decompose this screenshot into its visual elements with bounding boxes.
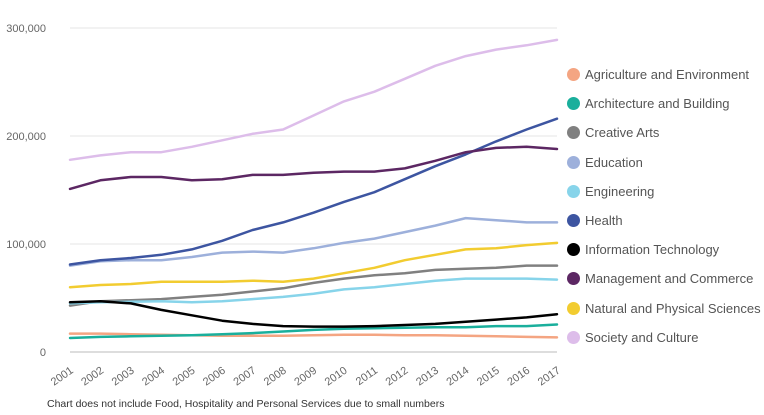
legend-swatch: [567, 184, 580, 198]
legend-label: Architecture and Building: [585, 96, 730, 112]
x-tick-label: 2007: [231, 365, 258, 389]
x-tick-label: 2004: [140, 365, 167, 389]
legend-label: Natural and Physical Sciences: [585, 300, 761, 316]
legend-item-society-and-culture: Society and Culture: [567, 323, 764, 352]
legend-label: Management and Commerce: [585, 271, 754, 287]
chart-footnote: Chart does not include Food, Hospitality…: [47, 398, 445, 410]
legend-item-management-and-commerce: Management and Commerce: [567, 264, 764, 293]
legend-label: Creative Arts: [585, 125, 660, 141]
legend: Agriculture and Environment Architecture …: [567, 60, 764, 352]
legend-swatch: [567, 243, 580, 257]
legend-item-engineering: Engineering: [567, 177, 764, 206]
x-tick-label: 2016: [505, 365, 532, 389]
gridlines: [70, 27, 557, 353]
x-tick-label: 2011: [354, 365, 380, 388]
x-tick-label: 2005: [171, 365, 198, 389]
legend-swatch: [567, 126, 580, 140]
x-tick-label: 2010: [323, 365, 350, 389]
x-tick-label: 2012: [384, 365, 411, 389]
series-line-management-and-commerce: [68, 145, 559, 191]
legend-label: Health: [585, 213, 623, 229]
x-axis: 2001 2002 2003 2004 2005 2006 2007 2008 2009 2010…: [49, 365, 563, 389]
series-line-education: [68, 216, 559, 267]
series-line-agriculture-and-environment: [68, 332, 559, 339]
legend-label: Engineering: [585, 183, 655, 199]
series-line-information-technology: [68, 299, 559, 328]
x-tick-label: 2013: [414, 365, 441, 389]
x-tick-label: 2017: [536, 365, 563, 389]
y-tick-label: 300,000: [6, 23, 46, 35]
legend-item-architecture-and-building: Architecture and Building: [567, 89, 764, 118]
legend-item-creative-arts: Creative Arts: [567, 118, 764, 147]
legend-label: Information Technology: [585, 242, 720, 258]
x-tick-label: 2008: [262, 365, 289, 389]
legend-item-information-technology: Information Technology: [567, 235, 764, 264]
y-tick-label: 0: [40, 347, 46, 359]
legend-item-natural-and-physical-sciences: Natural and Physical Sciences: [567, 294, 764, 323]
legend-item-education: Education: [567, 148, 764, 177]
series-line-engineering: [68, 277, 559, 305]
x-tick-label: 2015: [475, 365, 502, 389]
series-line-architecture-and-building: [68, 323, 559, 340]
series-line-health: [68, 117, 559, 266]
legend-swatch: [567, 214, 580, 228]
x-tick-label: 2002: [79, 365, 106, 389]
x-tick-label: 2006: [201, 365, 228, 389]
y-axis: 0 100,000 200,000 300,000: [6, 23, 46, 359]
series-lines: [68, 38, 559, 340]
legend-swatch: [567, 155, 580, 169]
legend-item-agriculture-and-environment: Agriculture and Environment: [567, 60, 764, 89]
series-line-creative-arts: [68, 264, 559, 307]
series-line-society-and-culture: [68, 38, 559, 162]
legend-swatch: [567, 68, 580, 82]
legend-swatch: [567, 330, 580, 344]
x-tick-label: 2003: [110, 365, 137, 389]
legend-swatch: [567, 301, 580, 315]
legend-label: Society and Culture: [585, 329, 699, 345]
x-tick-label: 2001: [49, 365, 76, 389]
series-line-natural-and-physical-sciences: [68, 241, 559, 289]
legend-swatch: [567, 272, 580, 286]
legend-label: Education: [585, 154, 643, 170]
y-tick-label: 100,000: [6, 239, 46, 251]
x-tick-label: 2014: [444, 365, 471, 389]
x-tick-label: 2009: [292, 365, 319, 389]
legend-swatch: [567, 97, 580, 111]
y-tick-label: 200,000: [6, 131, 46, 143]
legend-item-health: Health: [567, 206, 764, 235]
legend-label: Agriculture and Environment: [585, 67, 750, 83]
